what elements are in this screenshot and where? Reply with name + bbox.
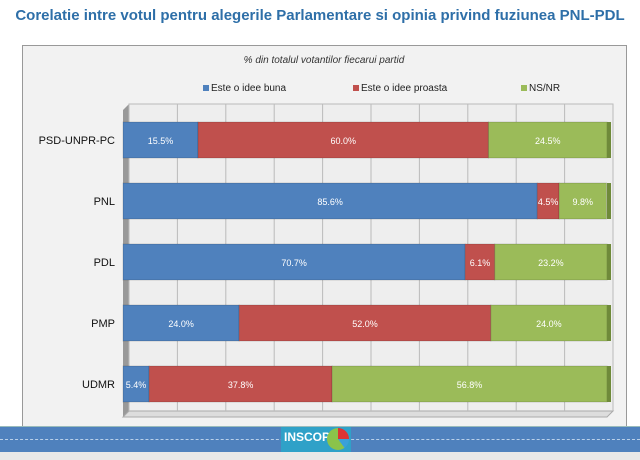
bar-segment xyxy=(122,304,240,342)
bar-end xyxy=(607,183,611,219)
bar-segment xyxy=(464,243,496,281)
bar-segment xyxy=(331,365,608,403)
legend-label: Este o idee buna xyxy=(211,83,286,94)
pie-logo-icon xyxy=(327,428,349,450)
legend-swatch xyxy=(521,85,527,91)
data-label: 56.8% xyxy=(457,380,483,390)
bar-segment xyxy=(238,304,492,342)
legend-swatch xyxy=(203,85,209,91)
bar-segment xyxy=(122,121,199,159)
legend-swatch xyxy=(353,85,359,91)
category-label: PDL xyxy=(94,257,115,269)
category-label: UDMR xyxy=(82,379,115,391)
chart-subtitle: % din totalul votantilor fiecarui partid xyxy=(244,55,405,66)
bar-segment xyxy=(487,121,608,159)
data-label: 24.0% xyxy=(536,319,562,329)
bar-segment xyxy=(197,121,489,159)
bar-segment xyxy=(490,304,608,342)
bar-segment xyxy=(148,365,333,403)
chart-title: Corelatie intre votul pentru alegerile P… xyxy=(15,7,625,24)
legend-label: NS/NR xyxy=(529,83,560,94)
category-label: PNL xyxy=(94,196,115,208)
bar-segment xyxy=(558,182,608,220)
data-label: 37.8% xyxy=(228,380,254,390)
inscop-logo: INSCOP xyxy=(281,427,351,453)
footer-banner: INSCOP xyxy=(0,426,640,453)
data-label: 6.1% xyxy=(470,258,491,268)
bar-end xyxy=(607,122,611,158)
data-label: 70.7% xyxy=(281,258,307,268)
bar-chart: % din totalul votantilor fiecarui partid… xyxy=(39,55,615,418)
bar-end xyxy=(607,366,611,402)
bar-end xyxy=(607,244,611,280)
data-label: 23.2% xyxy=(538,258,564,268)
data-label: 60.0% xyxy=(330,136,356,146)
bar-segment xyxy=(494,243,608,281)
data-label: 5.4% xyxy=(126,380,147,390)
floor xyxy=(121,410,615,418)
data-label: 52.0% xyxy=(352,319,378,329)
bar-segment xyxy=(122,182,538,220)
data-label: 4.5% xyxy=(538,197,559,207)
data-label: 85.6% xyxy=(317,197,343,207)
bar-segment xyxy=(122,243,466,281)
data-label: 24.0% xyxy=(168,319,194,329)
bar-end xyxy=(607,305,611,341)
data-label: 15.5% xyxy=(148,136,174,146)
data-label: 24.5% xyxy=(535,136,561,146)
legend-label: Este o idee proasta xyxy=(361,83,448,94)
category-label: PSD-UNPR-PC xyxy=(39,135,115,147)
category-label: PMP xyxy=(91,318,115,330)
chart-frame: % din totalul votantilor fiecarui partid… xyxy=(22,45,627,431)
data-label: 9.8% xyxy=(573,197,594,207)
